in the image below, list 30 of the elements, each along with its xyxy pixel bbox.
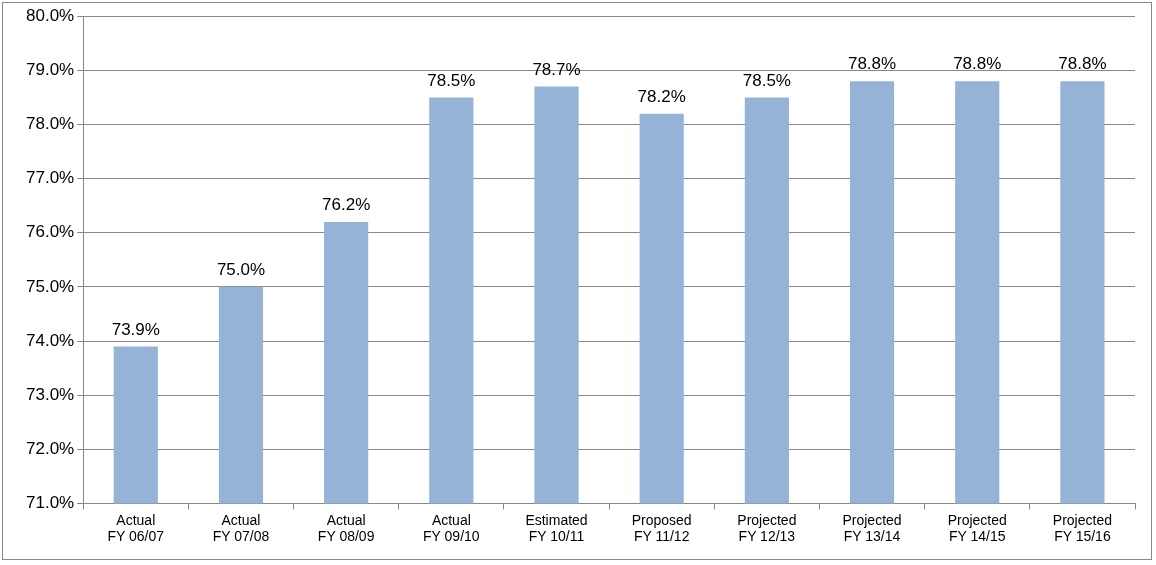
data-label: 75.0%	[216, 260, 266, 280]
data-label: 78.8%	[1058, 54, 1107, 74]
data-label: 73.9%	[111, 319, 160, 339]
x-tick-label: Projected FY 14/15	[947, 511, 1007, 545]
x-tick-label: Actual FY 09/10	[423, 511, 480, 545]
data-label: 78.5%	[427, 70, 476, 90]
y-tick-label: 73.0%	[26, 384, 75, 404]
x-tick-label: Projected FY 15/16	[1052, 511, 1112, 545]
y-tick-label: 72.0%	[26, 438, 75, 458]
y-tick-label: 74.0%	[26, 330, 75, 350]
data-label: 78.5%	[742, 70, 791, 90]
y-tick-label: 76.0%	[26, 222, 75, 242]
x-tick-label: Actual FY 06/07	[107, 511, 165, 545]
data-label: 78.8%	[953, 54, 1002, 74]
data-label: 78.7%	[532, 59, 581, 79]
x-tick-label: Estimated FY 10/11	[525, 511, 588, 545]
y-tick-label: 77.0%	[26, 168, 75, 188]
x-tick-label: Proposed FY 11/12	[631, 511, 692, 545]
data-label: 78.2%	[637, 86, 686, 106]
data-label: 78.8%	[847, 54, 897, 74]
y-tick-label: 79.0%	[26, 60, 75, 80]
y-tick-label: 71.0%	[26, 493, 75, 513]
data-label: 76.2%	[322, 195, 371, 215]
y-tick-label: 75.0%	[26, 276, 75, 296]
x-tick-label: Projected FY 12/13	[737, 511, 797, 545]
y-tick-label: 78.0%	[26, 114, 75, 134]
x-tick-label: Actual FY 07/08	[212, 511, 270, 545]
x-tick-label: Projected FY 13/14	[842, 511, 902, 545]
x-tick-label: Actual FY 08/09	[317, 511, 375, 545]
y-tick-label: 80.0%	[26, 5, 75, 25]
